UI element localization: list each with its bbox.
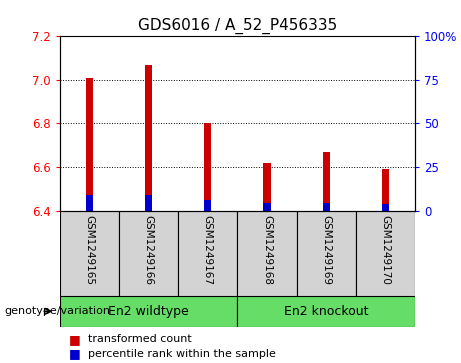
Text: En2 wildtype: En2 wildtype	[108, 305, 189, 318]
Bar	[382, 169, 389, 211]
Bar	[323, 152, 330, 211]
Text: transformed count: transformed count	[88, 334, 191, 344]
Text: GSM1249170: GSM1249170	[380, 215, 390, 285]
Text: GSM1249169: GSM1249169	[321, 215, 331, 285]
Bar	[204, 123, 212, 211]
Text: GSM1249165: GSM1249165	[84, 215, 95, 285]
Text: GSM1249167: GSM1249167	[203, 215, 213, 285]
Bar	[204, 200, 212, 211]
Text: GSM1249166: GSM1249166	[144, 215, 154, 285]
Bar	[356, 211, 415, 296]
Title: GDS6016 / A_52_P456335: GDS6016 / A_52_P456335	[138, 17, 337, 33]
Text: percentile rank within the sample: percentile rank within the sample	[88, 349, 276, 359]
Bar	[86, 78, 93, 211]
Text: ■: ■	[69, 333, 81, 346]
Bar	[237, 211, 296, 296]
Bar	[237, 296, 415, 327]
Bar	[60, 296, 237, 327]
Bar	[60, 211, 119, 296]
Bar	[86, 195, 93, 211]
Text: En2 knockout: En2 knockout	[284, 305, 368, 318]
Bar	[382, 204, 389, 211]
Text: ■: ■	[69, 347, 81, 360]
Text: GSM1249168: GSM1249168	[262, 215, 272, 285]
Bar	[145, 65, 152, 211]
Bar	[178, 211, 237, 296]
Bar	[296, 211, 356, 296]
Bar	[263, 203, 271, 211]
Bar	[119, 211, 178, 296]
Text: genotype/variation: genotype/variation	[5, 306, 111, 316]
Bar	[145, 195, 152, 211]
Bar	[263, 163, 271, 211]
Bar	[323, 203, 330, 211]
